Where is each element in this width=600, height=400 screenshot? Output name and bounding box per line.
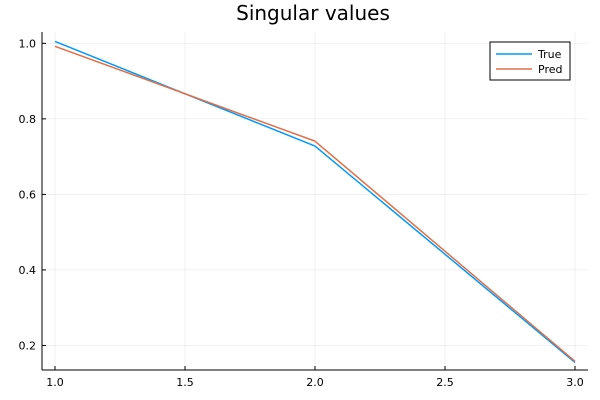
chart-title: Singular values — [236, 1, 390, 25]
series-line-pred — [54, 45, 576, 362]
data-series — [54, 40, 576, 364]
x-tick-label: 2.5 — [436, 376, 454, 389]
x-tick-label: 3.0 — [566, 376, 584, 389]
y-tick-label: 0.6 — [19, 188, 37, 201]
legend-label-pred: Pred — [538, 63, 562, 76]
legend-box — [489, 41, 571, 81]
x-tick-label: 2.0 — [306, 376, 324, 389]
series-line-true — [54, 40, 576, 364]
y-tick-label: 0.4 — [19, 264, 37, 277]
x-tick-label: 1.0 — [46, 376, 64, 389]
tick-labels: 1.0 1.5 2.0 2.5 3.0 0.2 0.4 0.6 0.8 1.0 — [19, 37, 584, 389]
y-tick-label: 1.0 — [19, 37, 37, 50]
y-tick-label: 0.8 — [19, 113, 37, 126]
legend: True Pred — [489, 41, 571, 81]
y-tick-label: 0.2 — [19, 339, 37, 352]
legend-label-true: True — [537, 48, 562, 61]
axes — [41, 32, 588, 371]
x-tick-label: 1.5 — [176, 376, 194, 389]
